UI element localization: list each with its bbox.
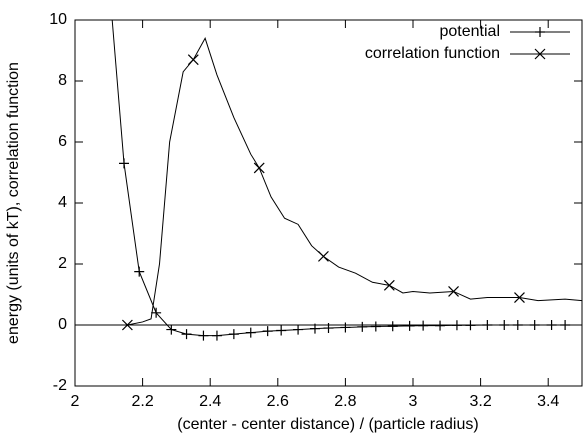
marker xyxy=(560,320,571,330)
legend-label: correlation function xyxy=(365,45,500,62)
marker xyxy=(448,286,459,297)
series-line xyxy=(127,37,582,326)
marker xyxy=(198,330,209,341)
marker xyxy=(151,307,162,318)
y-tick-label: 4 xyxy=(58,194,67,211)
marker xyxy=(318,250,329,262)
marker xyxy=(383,279,395,291)
series-line xyxy=(111,20,582,337)
x-tick-label: 3 xyxy=(409,393,418,410)
y-tick-label: 2 xyxy=(58,255,67,272)
x-tick-label: 3.2 xyxy=(469,393,491,410)
marker xyxy=(276,325,287,336)
marker xyxy=(404,320,415,331)
marker xyxy=(514,292,525,303)
x-axis-label: (center - center distance) / (particle r… xyxy=(177,416,478,433)
marker xyxy=(482,320,493,330)
x-tick-label: 2.4 xyxy=(199,393,221,410)
marker xyxy=(253,162,265,174)
marker xyxy=(119,158,130,169)
marker xyxy=(323,323,334,334)
x-tick-label: 2.2 xyxy=(131,393,153,410)
legend-marker xyxy=(535,27,545,37)
marker xyxy=(546,320,557,330)
marker xyxy=(499,320,510,330)
marker xyxy=(435,320,446,331)
y-tick-label: 8 xyxy=(58,72,67,89)
marker xyxy=(387,321,398,332)
marker xyxy=(245,327,256,338)
legend-label: potential xyxy=(440,23,501,40)
marker xyxy=(512,320,523,330)
x-tick-label: 2 xyxy=(71,393,80,410)
marker xyxy=(293,324,304,335)
marker xyxy=(357,321,368,332)
y-axis-label: energy (units of kT), correlation functi… xyxy=(5,62,22,344)
marker xyxy=(187,54,199,66)
marker xyxy=(134,266,145,277)
marker xyxy=(181,329,192,340)
marker xyxy=(166,324,177,335)
marker xyxy=(211,330,222,341)
y-tick-label: 6 xyxy=(58,133,67,150)
marker xyxy=(370,321,381,332)
marker xyxy=(418,320,429,331)
marker xyxy=(340,322,351,333)
legend-marker xyxy=(534,48,546,60)
marker xyxy=(451,320,462,331)
marker xyxy=(121,319,133,331)
marker xyxy=(309,323,320,334)
marker xyxy=(262,326,273,337)
marker xyxy=(228,329,239,340)
y-tick-label: 0 xyxy=(58,316,67,333)
marker xyxy=(529,320,540,330)
x-tick-label: 2.8 xyxy=(334,393,356,410)
y-tick-label: -2 xyxy=(53,377,67,394)
marker xyxy=(465,320,476,331)
x-tick-label: 2.6 xyxy=(267,393,289,410)
plot-frame xyxy=(74,19,583,387)
y-tick-label: 10 xyxy=(49,11,67,28)
x-tick-label: 3.4 xyxy=(537,393,559,410)
